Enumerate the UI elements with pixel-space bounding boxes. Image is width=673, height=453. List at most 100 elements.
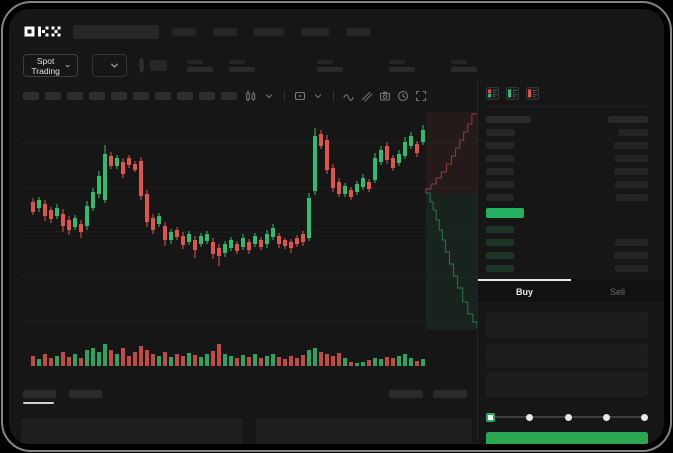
tab-buy[interactable]: Buy: [478, 279, 571, 302]
timeframe-placeholder[interactable]: [155, 92, 171, 100]
stat-label-placeholder: [317, 59, 333, 64]
timeframe-placeholder[interactable]: [23, 92, 39, 100]
nav-item-placeholder[interactable]: [213, 27, 237, 36]
submit-buy-button[interactable]: [486, 432, 648, 444]
timeframe-placeholder[interactable]: [111, 92, 127, 100]
price-placeholder: [486, 168, 514, 175]
price-column-header-placeholder: [486, 116, 531, 123]
order-book-row[interactable]: [486, 139, 648, 152]
ticker-stat-group: [451, 59, 477, 72]
price-placeholder: [486, 194, 514, 201]
amount-field[interactable]: [486, 344, 648, 368]
order-book-header: [486, 113, 648, 126]
stat-value-placeholder: [317, 66, 343, 72]
nav-item-placeholder[interactable]: [301, 27, 329, 36]
ticker-stat-group: [187, 59, 213, 72]
stat-label-placeholder: [451, 59, 467, 64]
amount-placeholder: [615, 181, 648, 188]
toolbar-icons: [245, 90, 427, 102]
timeframe-placeholder[interactable]: [67, 92, 83, 100]
toolbar-divider: [333, 90, 334, 102]
order-panel: Buy Sell: [477, 79, 664, 444]
market-controls-row: Spot Trading: [21, 54, 477, 77]
chevron-down-icon[interactable]: [312, 90, 324, 102]
bottom-panels: [21, 418, 477, 444]
market-type-selector[interactable]: Spot Trading: [23, 54, 78, 77]
nav-item-placeholder[interactable]: [172, 27, 196, 36]
book-bids-icon[interactable]: [506, 87, 519, 100]
order-book-row[interactable]: [486, 126, 648, 139]
slider-dot[interactable]: [641, 413, 648, 421]
bottom-tabs-row: [21, 390, 477, 406]
order-book-row[interactable]: [486, 236, 648, 249]
slider-dot[interactable]: [602, 413, 610, 421]
pair-name-placeholder: [149, 60, 167, 71]
amount-placeholder: [615, 155, 648, 162]
buy-sell-tabs: Buy Sell: [478, 279, 664, 302]
main-area: Spot Trading: [21, 9, 478, 444]
candles-icon[interactable]: [245, 90, 257, 102]
slider-dot[interactable]: [564, 413, 572, 421]
slider-dot[interactable]: [526, 413, 534, 421]
nav-item-placeholder[interactable]: [254, 27, 284, 36]
chevron-down-icon[interactable]: [263, 90, 275, 102]
price-placeholder: [486, 239, 514, 246]
stat-value-placeholder: [451, 66, 477, 72]
app-window: Spot Trading: [9, 9, 664, 444]
price-placeholder: [486, 142, 514, 149]
price-placeholder: [486, 181, 514, 188]
ticker-stat-group: [317, 59, 343, 72]
bottom-action-placeholder[interactable]: [389, 390, 423, 398]
clock-icon[interactable]: [397, 90, 409, 102]
order-book-row[interactable]: [486, 178, 648, 191]
orders-panel-placeholder: [21, 418, 243, 444]
timeframe-placeholder[interactable]: [199, 92, 215, 100]
timeframe-placeholder[interactable]: [177, 92, 193, 100]
tab-sell-label: Sell: [609, 286, 625, 297]
total-field[interactable]: [486, 372, 648, 397]
order-book-row[interactable]: [486, 191, 648, 204]
pair-selector-dropdown[interactable]: [91, 54, 127, 77]
timeframe-placeholder[interactable]: [221, 92, 237, 100]
timeframe-placeholder[interactable]: [133, 92, 149, 100]
draw-tools-icon[interactable]: [361, 90, 373, 102]
history-panel-placeholder: [256, 418, 472, 444]
order-book-row[interactable]: [486, 249, 648, 262]
stat-label-placeholder: [389, 59, 405, 64]
amount-placeholder: [615, 265, 648, 272]
order-book-row[interactable]: [486, 152, 648, 165]
last-price-highlight[interactable]: [486, 208, 524, 218]
top-nav-row: [21, 24, 477, 39]
expand-icon[interactable]: [415, 90, 427, 102]
amount-placeholder: [616, 194, 648, 201]
bottom-tab-active-placeholder[interactable]: [23, 390, 56, 398]
book-split-icon[interactable]: [486, 87, 499, 100]
amount-placeholder: [614, 142, 648, 149]
amount-placeholder: [615, 239, 648, 246]
slider-handle[interactable]: [486, 412, 495, 422]
token-avatar: [138, 58, 144, 73]
bottom-action-placeholder[interactable]: [433, 390, 467, 398]
timeframe-placeholders: [23, 92, 237, 100]
tab-buy-label: Buy: [515, 286, 533, 297]
indicator-icon[interactable]: [294, 90, 306, 102]
price-field[interactable]: [486, 312, 648, 338]
timeframe-placeholder[interactable]: [45, 92, 61, 100]
candlestick-chart[interactable]: [21, 106, 478, 368]
tab-sell[interactable]: Sell: [571, 279, 664, 302]
camera-icon[interactable]: [379, 90, 391, 102]
order-book-row[interactable]: [486, 223, 648, 236]
book-asks-icon[interactable]: [526, 87, 539, 100]
order-book-row[interactable]: [486, 262, 648, 275]
stat-value-placeholder: [229, 66, 255, 72]
amount-slider[interactable]: [486, 411, 648, 423]
market-type-label: Spot Trading: [31, 55, 60, 76]
order-book-row[interactable]: [486, 165, 648, 178]
timeframe-placeholder[interactable]: [89, 92, 105, 100]
amount-placeholder: [614, 168, 648, 175]
line-chart-icon[interactable]: [343, 90, 355, 102]
toolbar-divider: [284, 90, 285, 102]
nav-item-placeholder[interactable]: [346, 27, 370, 36]
bottom-tab-placeholder[interactable]: [69, 390, 102, 398]
